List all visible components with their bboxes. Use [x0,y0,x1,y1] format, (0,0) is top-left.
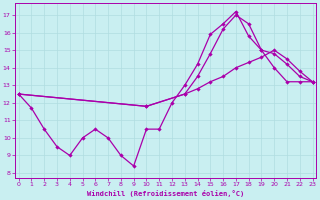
X-axis label: Windchill (Refroidissement éolien,°C): Windchill (Refroidissement éolien,°C) [87,190,244,197]
